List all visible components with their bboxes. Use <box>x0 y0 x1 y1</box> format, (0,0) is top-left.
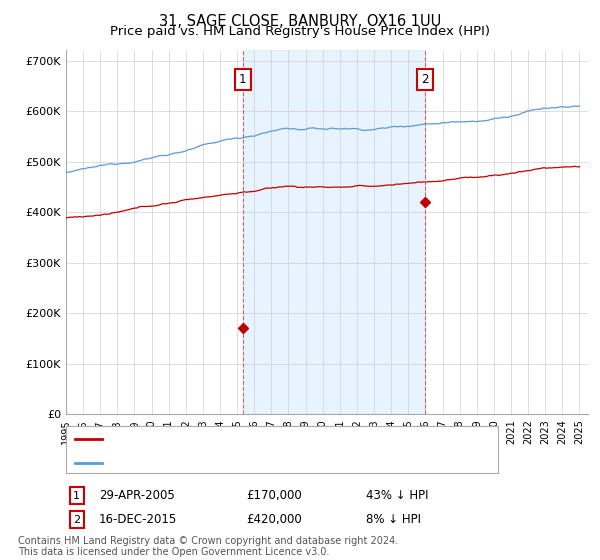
Text: HPI: Average price, detached house, Cherwell: HPI: Average price, detached house, Cher… <box>107 456 377 469</box>
Text: Price paid vs. HM Land Registry's House Price Index (HPI): Price paid vs. HM Land Registry's House … <box>110 25 490 38</box>
Text: 43% ↓ HPI: 43% ↓ HPI <box>366 489 428 502</box>
Text: 31, SAGE CLOSE, BANBURY, OX16 1UU: 31, SAGE CLOSE, BANBURY, OX16 1UU <box>159 14 441 29</box>
Text: 1: 1 <box>73 491 80 501</box>
Text: 2: 2 <box>73 515 80 525</box>
Text: £170,000: £170,000 <box>246 489 302 502</box>
Text: 16-DEC-2015: 16-DEC-2015 <box>99 513 177 526</box>
Text: £420,000: £420,000 <box>246 513 302 526</box>
Text: 1: 1 <box>239 73 247 86</box>
Text: 29-APR-2005: 29-APR-2005 <box>99 489 175 502</box>
Text: Contains HM Land Registry data © Crown copyright and database right 2024.
This d: Contains HM Land Registry data © Crown c… <box>18 535 398 557</box>
Text: 8% ↓ HPI: 8% ↓ HPI <box>366 513 421 526</box>
Text: 2: 2 <box>421 73 428 86</box>
Bar <box>243 50 425 414</box>
Text: 31, SAGE CLOSE, BANBURY, OX16 1UU (detached house): 31, SAGE CLOSE, BANBURY, OX16 1UU (detac… <box>107 432 442 445</box>
